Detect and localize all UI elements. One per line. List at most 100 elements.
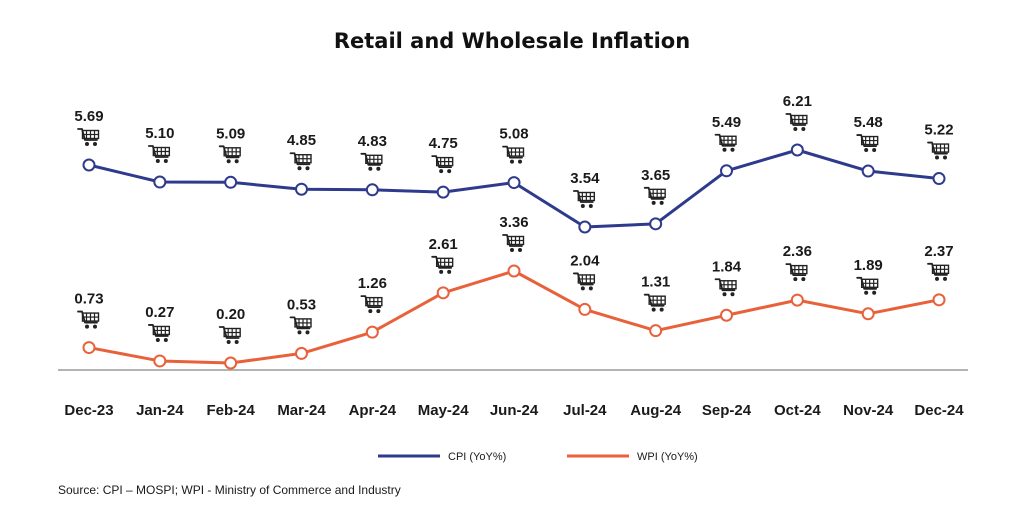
data-label: 1.31 [641,274,670,291]
source-note: Source: CPI – MOSPI; WPI - Ministry of C… [58,483,401,497]
data-point [295,182,308,196]
data-label: 3.54 [570,170,600,187]
shopping-cart-icon [289,316,312,335]
data-point [224,356,238,370]
x-tick-label: Sep-24 [702,402,752,419]
data-point [295,346,308,360]
data-point [224,175,238,189]
data-point [861,307,875,321]
shopping-cart-icon [643,186,666,205]
data-point [507,264,521,278]
data-label: 3.65 [641,167,670,184]
shopping-cart-icon [572,190,596,208]
data-label: 5.10 [145,125,174,142]
data-point [649,217,663,231]
data-point [578,220,592,234]
data-label: 0.73 [74,291,103,308]
x-tick-label: Nov-24 [843,402,894,419]
shopping-cart-icon [360,152,383,171]
data-point [790,293,804,307]
shopping-cart-icon [714,133,737,152]
data-point [82,341,96,355]
data-labels: 5.69 5.10 5.09 4.85 4.83 4.75 5.08 3.54 3.65 5.49… [74,93,953,323]
x-tick-label: Feb-24 [206,402,255,419]
shopping-cart-icon [431,155,454,174]
data-label: 6.21 [783,93,812,110]
data-point [153,354,167,368]
shopping-cart-icon [714,278,737,297]
data-label: 4.83 [358,133,387,150]
data-point [790,143,804,157]
shopping-cart-icon [785,263,808,282]
x-tick-label: Jan-24 [136,402,184,419]
data-label: 5.48 [854,114,883,131]
data-point [932,172,946,186]
legend-label: CPI (YoY%) [448,451,506,463]
cart-icons [77,113,950,344]
shopping-cart-icon [856,134,879,153]
data-label: 0.20 [216,306,245,323]
shopping-cart-icon [785,113,808,131]
series-markers [82,143,946,370]
data-point [365,325,379,339]
x-tick-label: Mar-24 [277,402,326,419]
shopping-cart-icon [927,262,950,281]
x-tick-label: May-24 [418,402,470,419]
data-label: 1.26 [358,275,387,292]
data-label: 0.27 [145,304,174,321]
shopping-cart-icon [218,326,241,344]
shopping-cart-icon [147,145,171,164]
x-tick-label: Oct-24 [774,402,821,419]
data-label: 4.75 [429,135,458,152]
x-tick-label: Dec-23 [64,402,113,419]
data-point [720,164,733,178]
data-label: 2.61 [429,236,458,253]
data-label: 5.22 [924,122,953,139]
legend-label: WPI (YoY%) [637,451,698,463]
data-point [578,302,592,316]
shopping-cart-icon [502,145,525,164]
data-label: 3.36 [499,214,528,231]
shopping-cart-icon [856,276,879,295]
data-label: 4.85 [287,132,316,149]
data-label: 0.53 [287,296,316,313]
shopping-cart-icon [218,145,241,164]
data-label: 5.09 [216,125,245,142]
data-label: 1.89 [854,257,883,274]
legend: CPI (YoY%) WPI (YoY%) [378,451,698,463]
x-axis-ticks: Dec-23 Jan-24 Feb-24 Mar-24 Apr-24 May-24 Jun-… [64,402,964,419]
shopping-cart-icon [147,324,171,342]
data-label: 1.84 [712,258,742,275]
shopping-cart-icon [431,255,454,274]
shopping-cart-icon [77,128,100,146]
x-tick-label: Apr-24 [349,402,397,419]
data-point [649,324,663,338]
data-label: 5.49 [712,114,741,131]
data-point [720,308,733,322]
data-label: 2.36 [783,243,812,260]
data-label: 5.08 [499,126,528,143]
x-tick-label: Aug-24 [630,402,681,419]
x-tick-label: Jun-24 [490,402,539,419]
data-point [436,185,450,199]
data-label: 2.04 [570,252,600,269]
shopping-cart-icon [289,152,312,171]
shopping-cart-icon [77,310,100,329]
data-point [436,286,450,300]
shopping-cart-icon [360,295,383,314]
shopping-cart-icon [572,272,596,291]
data-point [932,293,946,307]
shopping-cart-icon [643,293,666,312]
shopping-cart-icon [502,234,525,252]
chart-title: Retail and Wholesale Inflation [334,29,690,53]
data-point [82,158,96,172]
data-point [153,175,167,189]
data-point [861,164,875,178]
x-tick-label: Jul-24 [563,402,607,419]
data-label: 2.37 [924,243,953,260]
data-point [507,176,521,190]
shopping-cart-icon [927,141,950,160]
data-label: 5.69 [74,108,103,125]
